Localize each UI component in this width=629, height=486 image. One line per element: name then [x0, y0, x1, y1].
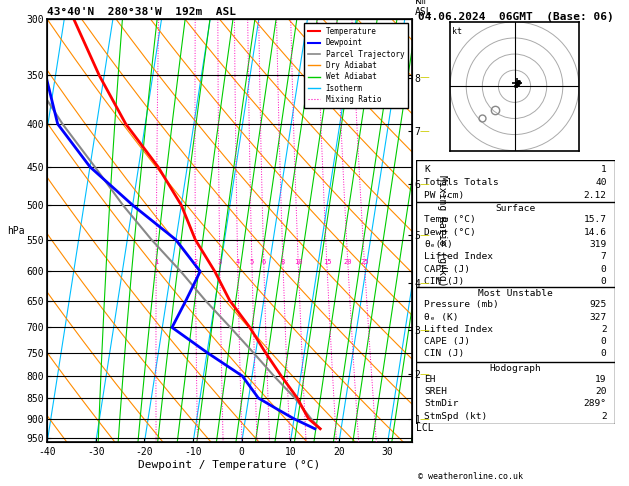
- Text: Totals Totals: Totals Totals: [425, 178, 499, 187]
- Text: 19: 19: [595, 375, 606, 383]
- Text: Lifted Index: Lifted Index: [425, 252, 493, 261]
- Text: K: K: [425, 165, 430, 174]
- Text: —: —: [420, 72, 430, 83]
- Text: 0: 0: [601, 277, 606, 286]
- Text: 2.12: 2.12: [584, 191, 606, 200]
- Text: —: —: [420, 179, 430, 189]
- Text: 20: 20: [343, 260, 352, 265]
- Text: —: —: [420, 369, 430, 379]
- Text: CAPE (J): CAPE (J): [425, 337, 470, 346]
- Text: CAPE (J): CAPE (J): [425, 264, 470, 274]
- Text: 319: 319: [589, 240, 606, 249]
- Text: 04.06.2024  06GMT  (Base: 06): 04.06.2024 06GMT (Base: 06): [418, 12, 614, 22]
- Text: 289°: 289°: [584, 399, 606, 408]
- Text: © weatheronline.co.uk: © weatheronline.co.uk: [418, 472, 523, 481]
- Text: —: —: [420, 325, 430, 335]
- Text: kt: kt: [452, 27, 462, 35]
- Text: 15.7: 15.7: [584, 215, 606, 225]
- Text: 1: 1: [601, 165, 606, 174]
- Text: —: —: [420, 126, 430, 136]
- Text: 14.6: 14.6: [584, 227, 606, 237]
- Text: Dewp (°C): Dewp (°C): [425, 227, 476, 237]
- Text: StmSpd (kt): StmSpd (kt): [425, 412, 487, 421]
- Text: 20: 20: [595, 387, 606, 396]
- Text: 0: 0: [601, 337, 606, 346]
- Text: 25: 25: [360, 260, 369, 265]
- Text: 2: 2: [193, 260, 198, 265]
- Text: Lifted Index: Lifted Index: [425, 325, 493, 334]
- Text: CIN (J): CIN (J): [425, 349, 465, 358]
- Text: 15: 15: [323, 260, 331, 265]
- Text: 0: 0: [601, 264, 606, 274]
- Text: —: —: [420, 414, 430, 424]
- Y-axis label: Mixing Ratio (g/kg): Mixing Ratio (g/kg): [437, 175, 447, 287]
- Text: 4: 4: [236, 260, 240, 265]
- Legend: Temperature, Dewpoint, Parcel Trajectory, Dry Adiabat, Wet Adiabat, Isotherm, Mi: Temperature, Dewpoint, Parcel Trajectory…: [304, 23, 408, 107]
- Text: Hodograph: Hodograph: [489, 364, 542, 373]
- Text: 6: 6: [262, 260, 266, 265]
- Text: —: —: [420, 278, 430, 288]
- Text: 7: 7: [601, 252, 606, 261]
- Text: Pressure (mb): Pressure (mb): [425, 300, 499, 309]
- Text: 43°40'N  280°38'W  192m  ASL: 43°40'N 280°38'W 192m ASL: [47, 7, 236, 17]
- Text: θₑ(K): θₑ(K): [425, 240, 453, 249]
- Text: SREH: SREH: [425, 387, 447, 396]
- Text: km
ASL: km ASL: [415, 0, 433, 17]
- Text: 1: 1: [154, 260, 159, 265]
- Text: 2: 2: [601, 325, 606, 334]
- Text: StmDir: StmDir: [425, 399, 459, 408]
- Text: EH: EH: [425, 375, 436, 383]
- Text: Surface: Surface: [496, 204, 535, 213]
- Text: 10: 10: [294, 260, 303, 265]
- Text: —: —: [420, 230, 430, 240]
- Text: Most Unstable: Most Unstable: [478, 289, 553, 298]
- Text: LCL: LCL: [416, 423, 433, 434]
- Text: 925: 925: [589, 300, 606, 309]
- Text: 3: 3: [218, 260, 222, 265]
- Text: 327: 327: [589, 312, 606, 322]
- Text: PW (cm): PW (cm): [425, 191, 465, 200]
- Text: θₑ (K): θₑ (K): [425, 312, 459, 322]
- Y-axis label: hPa: hPa: [7, 226, 25, 236]
- Text: 0: 0: [601, 349, 606, 358]
- Text: 40: 40: [595, 178, 606, 187]
- Text: Temp (°C): Temp (°C): [425, 215, 476, 225]
- Text: 2: 2: [601, 412, 606, 421]
- Text: 5: 5: [250, 260, 254, 265]
- Text: CIN (J): CIN (J): [425, 277, 465, 286]
- X-axis label: Dewpoint / Temperature (°C): Dewpoint / Temperature (°C): [138, 460, 321, 470]
- Text: 8: 8: [281, 260, 285, 265]
